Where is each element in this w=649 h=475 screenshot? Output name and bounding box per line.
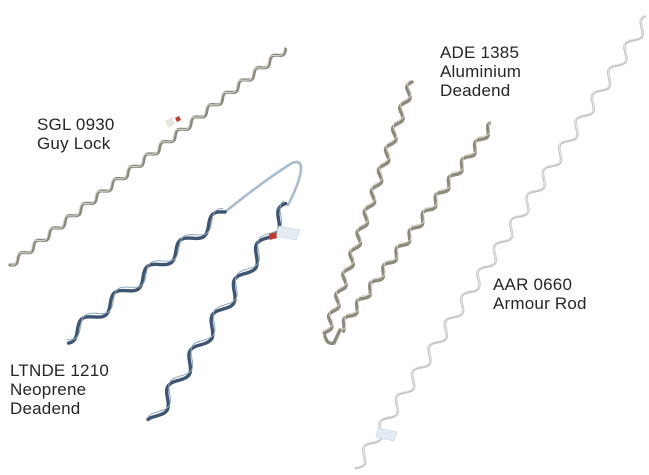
label-line: ADE 1385 [440, 43, 520, 62]
label-line: AAR 0660 [493, 275, 573, 294]
label-sgl-0930: SGL 0930 Guy Lock [37, 115, 115, 153]
label-ltnde-1210: LTNDE 1210 Neoprene Deadend [10, 361, 109, 418]
label-line: Deadend [440, 81, 511, 100]
label-line: Guy Lock [37, 134, 111, 153]
label-line: Deadend [10, 399, 81, 418]
label-ade-1385: ADE 1385 Aluminium Deadend [440, 43, 521, 100]
armour-rod [354, 14, 646, 470]
neoprene-tape [275, 225, 301, 241]
label-line: Neoprene [10, 380, 87, 399]
armour-rod-tape [375, 427, 398, 442]
label-line: LTNDE 1210 [10, 361, 110, 380]
label-line: Armour Rod [493, 294, 587, 313]
label-line: SGL 0930 [37, 115, 115, 134]
aluminium-deadend [322, 79, 492, 346]
label-line: Aluminium [440, 62, 522, 81]
label-aar-0660: AAR 0660 Armour Rod [493, 275, 587, 313]
guy-lock-marker [165, 117, 175, 128]
guy-lock-rod [8, 46, 288, 267]
neoprene-deadend [66, 160, 303, 422]
